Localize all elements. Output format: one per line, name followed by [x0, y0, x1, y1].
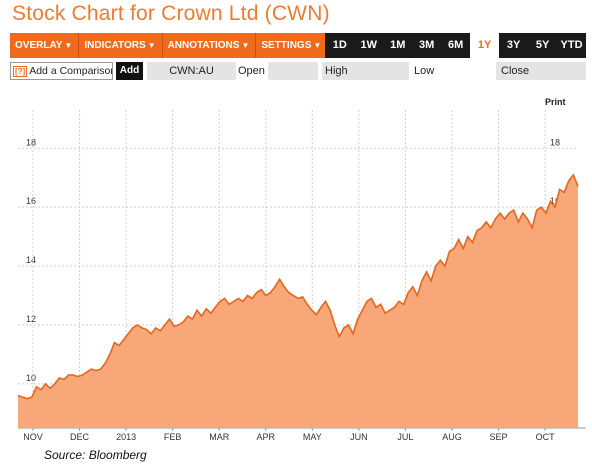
settings-menu[interactable]: SETTINGS ▼: [256, 33, 326, 58]
overlay-menu-label: OVERLAY: [15, 40, 63, 51]
overlay-menu[interactable]: OVERLAY ▼: [10, 33, 80, 58]
ticker-field: CWN:AU: [147, 62, 236, 80]
y-tick-label-right: 16: [550, 196, 560, 206]
high-label: High: [325, 65, 348, 77]
x-tick-label: AUG: [442, 432, 462, 442]
range-ytd-button[interactable]: YTD: [560, 39, 583, 51]
y-tick-label-left: 10: [26, 373, 36, 383]
annotations-menu[interactable]: ANNOTATIONS ▼: [162, 33, 257, 58]
x-tick-label: OCT: [536, 432, 556, 442]
source-note: Source: Bloomberg: [44, 448, 147, 462]
high-field: High: [322, 62, 409, 80]
x-tick-label: DEC: [70, 432, 90, 442]
add-comparison-label: Add a Comparison: [29, 65, 113, 77]
x-tick-label: MAR: [209, 432, 230, 442]
indicators-menu[interactable]: INDICATORS ▼: [79, 33, 163, 58]
chevron-down-icon: ▼: [241, 41, 250, 50]
chart-toolbar: OVERLAY ▼ INDICATORS ▼ ANNOTATIONS ▼ SETTIN…: [10, 33, 586, 58]
x-tick-label: 2013: [116, 432, 136, 442]
range-1w-button[interactable]: 1W: [360, 39, 378, 51]
y-tick-label-left: 14: [26, 255, 36, 265]
y-tick-label-left: 12: [26, 314, 36, 324]
x-tick-label: SEP: [490, 432, 508, 442]
open-label: Open: [238, 65, 265, 77]
indicators-menu-label: INDICATORS: [84, 40, 146, 51]
range-5y-button[interactable]: 5Y: [535, 39, 550, 51]
chevron-down-icon: ▼: [313, 41, 322, 50]
print-link[interactable]: Print: [545, 97, 566, 107]
y-tick-label-left: 16: [26, 196, 36, 206]
y-tick-label-right: 18: [550, 137, 560, 147]
y-tick-label-left: 18: [26, 137, 36, 147]
range-3m-button[interactable]: 3M: [419, 39, 435, 51]
x-tick-label: MAY: [303, 432, 322, 442]
range-1y-button[interactable]: 1Y: [470, 33, 500, 58]
price-area-fill: [18, 174, 578, 428]
range-6m-button[interactable]: 6M: [448, 39, 464, 51]
x-tick-label: NOV: [23, 432, 43, 442]
range-1m-button[interactable]: 1M: [390, 39, 406, 51]
close-label: Close: [501, 65, 530, 77]
price-chart: 10101212141416161818NOVDEC2013FEBMARAPRM…: [17, 110, 586, 442]
add-button[interactable]: Add: [116, 62, 143, 80]
page-title: Stock Chart for Crown Ltd (CWN): [12, 2, 330, 25]
low-label: Low: [414, 65, 435, 77]
price-line: [17, 173, 579, 400]
x-tick-label: FEB: [164, 432, 182, 442]
annotations-menu-label: ANNOTATIONS: [167, 40, 240, 51]
x-tick-label: JUN: [350, 432, 368, 442]
help-icon: [?]: [13, 66, 28, 77]
quote-infobar: [?] Add a Comparison Add CWN:AU Open High…: [10, 62, 586, 82]
open-value: [268, 62, 318, 80]
range-1d-button[interactable]: 1D: [332, 39, 347, 51]
x-tick-label: JUL: [397, 432, 413, 442]
range-3y-button[interactable]: 3Y: [506, 39, 521, 51]
close-field: Close: [496, 62, 586, 80]
add-comparison-field[interactable]: [?] Add a Comparison: [10, 62, 113, 80]
settings-menu-label: SETTINGS: [261, 40, 312, 51]
x-tick-label: APR: [257, 432, 276, 442]
chevron-down-icon: ▼: [64, 41, 73, 50]
chevron-down-icon: ▼: [147, 41, 156, 50]
